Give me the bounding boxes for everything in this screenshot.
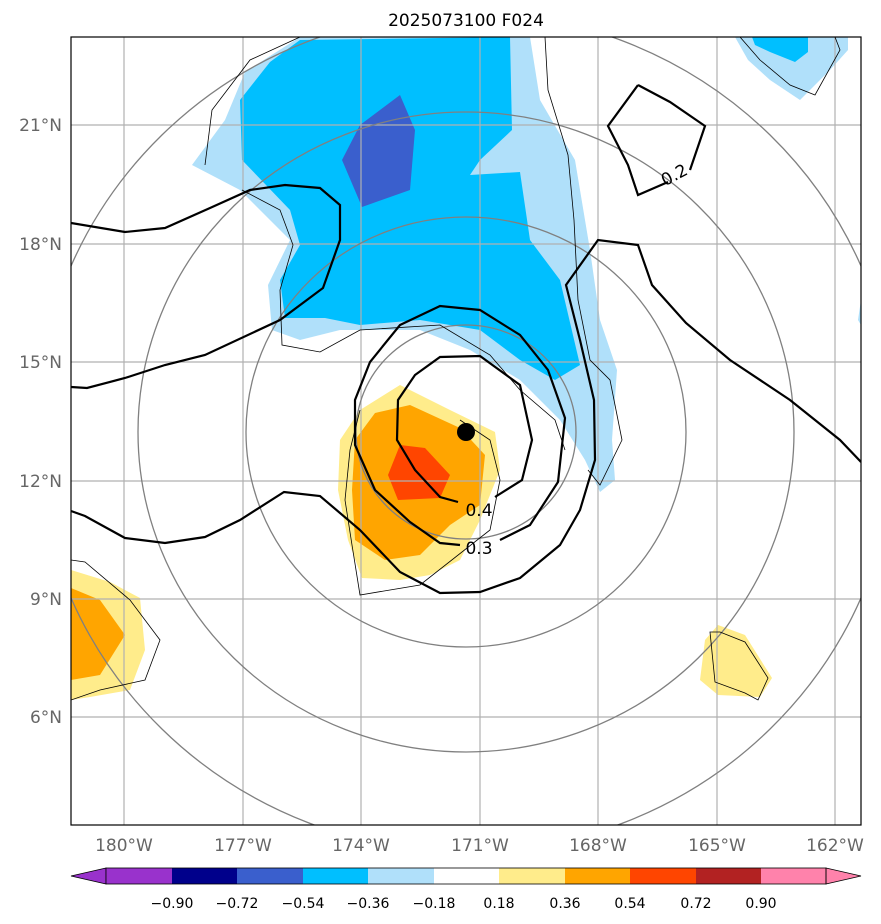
colorbar-tick-label: 0.54 <box>614 896 645 912</box>
colorbar-bin <box>696 868 761 884</box>
lon-tick-labels: 180°W 177°W 174°W 171°W 168°W 165°W 162°… <box>95 836 864 856</box>
contour-line-0.2-north <box>71 183 342 390</box>
lon-tick-label: 165°W <box>688 836 746 856</box>
contour-lines <box>71 84 861 595</box>
contour-label-0.4: 0.4 <box>465 501 492 521</box>
storm-center-marker <box>457 423 475 441</box>
colorbar-tick-label: −0.54 <box>282 896 325 912</box>
fill-light-blue-ne <box>735 37 848 100</box>
colorbar-bin <box>434 868 499 884</box>
lon-tick-label: 171°W <box>451 836 509 856</box>
colorbar-bin <box>499 868 565 884</box>
contour-line-0.3 <box>353 304 567 547</box>
colorbar-tick-label: −0.90 <box>151 896 194 912</box>
fill-sky-blue-ne <box>752 37 808 62</box>
colorbar-tick-label: −0.36 <box>347 896 390 912</box>
lat-tick-label: 15°N <box>19 353 62 373</box>
plot-area <box>71 37 861 825</box>
lat-tick-label: 21°N <box>19 116 62 136</box>
contour-label-0.3: 0.3 <box>465 539 492 559</box>
colorbar-extend-low <box>70 867 107 885</box>
colorbar-tick-label: 0.90 <box>745 896 776 912</box>
colorbar-bin <box>303 868 368 884</box>
lat-tick-label: 12°N <box>19 472 62 492</box>
lat-tick-label: 6°N <box>30 708 62 728</box>
contour-line-0.2-south <box>71 238 861 595</box>
colorbar-bin <box>237 868 303 884</box>
lat-tick-labels: 21°N 18°N 15°N 12°N 9°N 6°N <box>19 116 62 728</box>
map-title: 2025073100 F024 <box>388 11 544 31</box>
lat-tick-label: 18°N <box>19 235 62 255</box>
colorbar-bin <box>368 868 434 884</box>
fill-orange-sw <box>71 588 125 680</box>
colorbar-bin <box>565 868 630 884</box>
lat-lon-grid <box>71 37 861 825</box>
fill-red-storm <box>388 445 450 500</box>
filled-contours <box>71 37 861 700</box>
lon-tick-label: 168°W <box>569 836 627 856</box>
contour-label-0.2: 0.2 <box>658 160 691 190</box>
fill-sky-blue-north <box>240 37 580 380</box>
colorbar-bin <box>106 868 172 884</box>
fill-yellow-se <box>700 625 772 697</box>
colorbar-tick-label: 0.18 <box>483 896 514 912</box>
colorbar-bin <box>630 868 696 884</box>
colorbar-tick-label: 0.36 <box>549 896 580 912</box>
lon-tick-label: 174°W <box>332 836 390 856</box>
colorbar-tick-label: 0.72 <box>680 896 711 912</box>
colorbar-bin <box>172 868 237 884</box>
plot-frame <box>70 36 862 826</box>
colorbar-tick-label: −0.72 <box>216 896 259 912</box>
colorbar: −0.90 −0.72 −0.54 −0.36 −0.18 0.18 0.36 … <box>70 867 862 912</box>
fill-royal-blue <box>342 95 415 207</box>
colorbar-extend-high <box>825 867 862 885</box>
colorbar-frame <box>105 867 827 885</box>
contour-line-0.2-ne <box>606 84 707 197</box>
coastlines <box>71 37 841 701</box>
lat-tick-label: 9°N <box>30 590 62 610</box>
colorbar-bin <box>761 868 826 884</box>
range-rings <box>71 37 861 825</box>
colorbar-tick-label: −0.18 <box>413 896 456 912</box>
lon-tick-label: 180°W <box>95 836 153 856</box>
fill-light-blue-east <box>858 300 861 325</box>
contour-line-0.4 <box>395 354 534 504</box>
lon-tick-label: 177°W <box>214 836 272 856</box>
lon-tick-label: 162°W <box>806 836 864 856</box>
